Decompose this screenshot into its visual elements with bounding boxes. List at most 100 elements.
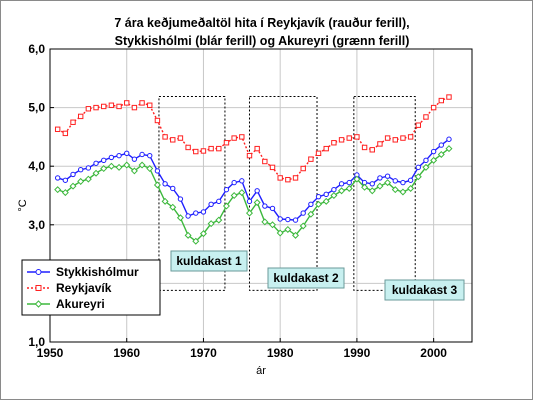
data-point	[70, 119, 76, 125]
data-point	[147, 102, 153, 108]
data-point	[246, 198, 253, 205]
data-point	[230, 191, 238, 200]
axes: 1950196019701980199020001,02,03,04,05,06…	[28, 42, 473, 360]
data-point	[307, 210, 315, 218]
data-point	[322, 197, 330, 205]
data-point	[245, 209, 253, 217]
data-point	[438, 97, 445, 104]
data-point	[216, 198, 222, 205]
x-tick-label: 1980	[267, 346, 294, 360]
data-point	[246, 152, 253, 159]
x-tick-label: 1990	[344, 346, 371, 360]
data-point	[123, 161, 131, 169]
data-point	[116, 152, 122, 159]
data-point	[315, 150, 322, 157]
data-point	[124, 150, 130, 157]
data-point	[161, 197, 169, 205]
data-point	[315, 193, 322, 200]
data-point	[61, 189, 69, 197]
legend-label-1: Reykjavík	[56, 281, 112, 295]
data-point	[285, 176, 291, 183]
data-point	[231, 135, 237, 141]
data-point	[139, 151, 145, 158]
series-line	[57, 138, 450, 221]
data-point	[330, 191, 338, 200]
y-tick-label: 3,0	[28, 218, 45, 232]
series-line	[57, 148, 450, 243]
series-line	[57, 96, 450, 181]
data-point	[69, 182, 77, 190]
data-point	[239, 178, 245, 184]
data-point	[292, 175, 299, 181]
data-point	[331, 186, 337, 193]
data-point	[192, 237, 200, 245]
data-point	[400, 179, 406, 186]
legend: Stykkishólmur Reykjavík Akureyri	[21, 259, 161, 316]
data-point	[100, 165, 108, 173]
data-point	[415, 164, 421, 171]
data-point	[216, 145, 222, 152]
data-point	[208, 201, 214, 207]
data-point	[84, 175, 92, 183]
data-point	[308, 156, 314, 162]
data-point	[346, 179, 352, 186]
data-point	[376, 182, 384, 190]
cold-spell-label-bg	[170, 250, 248, 272]
data-point	[407, 184, 415, 192]
data-point	[422, 163, 430, 171]
data-point	[353, 175, 361, 183]
data-point	[292, 231, 300, 239]
data-point	[223, 140, 230, 146]
data-point	[284, 225, 292, 233]
data-point	[154, 117, 161, 124]
series-2	[54, 145, 453, 245]
data-point	[185, 144, 191, 151]
data-point	[92, 169, 100, 177]
cold-spell-label-text: kuldakast 2	[273, 271, 339, 285]
data-point	[323, 145, 329, 152]
data-point	[415, 122, 421, 128]
data-point	[345, 184, 353, 192]
legend-marker-2	[34, 300, 43, 308]
data-point	[384, 173, 391, 179]
data-point	[101, 103, 107, 110]
data-point	[292, 217, 299, 223]
data-point	[184, 231, 192, 239]
series-1	[54, 94, 452, 183]
data-point	[253, 199, 261, 207]
data-point	[368, 187, 376, 195]
series-0	[54, 136, 452, 223]
data-point	[384, 135, 391, 141]
data-point	[193, 148, 199, 155]
data-point	[269, 164, 276, 171]
data-point	[176, 214, 184, 222]
data-point	[323, 191, 329, 198]
data-point	[62, 177, 69, 183]
data-point	[423, 114, 429, 120]
data-point	[438, 142, 445, 148]
data-point	[392, 137, 398, 143]
data-point	[399, 188, 407, 196]
data-point	[107, 162, 115, 170]
data-point	[169, 203, 177, 211]
data-point	[154, 168, 161, 174]
data-point	[446, 94, 452, 100]
data-point	[131, 156, 138, 162]
data-point	[261, 218, 269, 226]
data-point	[77, 167, 84, 173]
data-point	[346, 135, 352, 141]
data-point	[392, 178, 398, 184]
legend-label-2: Akureyri	[56, 297, 105, 311]
data-point	[300, 165, 306, 172]
data-point	[384, 179, 392, 187]
data-point	[85, 106, 92, 112]
data-point	[238, 189, 246, 197]
data-point	[207, 220, 215, 228]
data-point	[215, 216, 223, 224]
cold-spell-label-bg	[384, 279, 465, 301]
data-point	[70, 171, 76, 178]
data-point	[400, 135, 406, 141]
data-point	[93, 104, 99, 111]
data-point	[170, 137, 176, 143]
